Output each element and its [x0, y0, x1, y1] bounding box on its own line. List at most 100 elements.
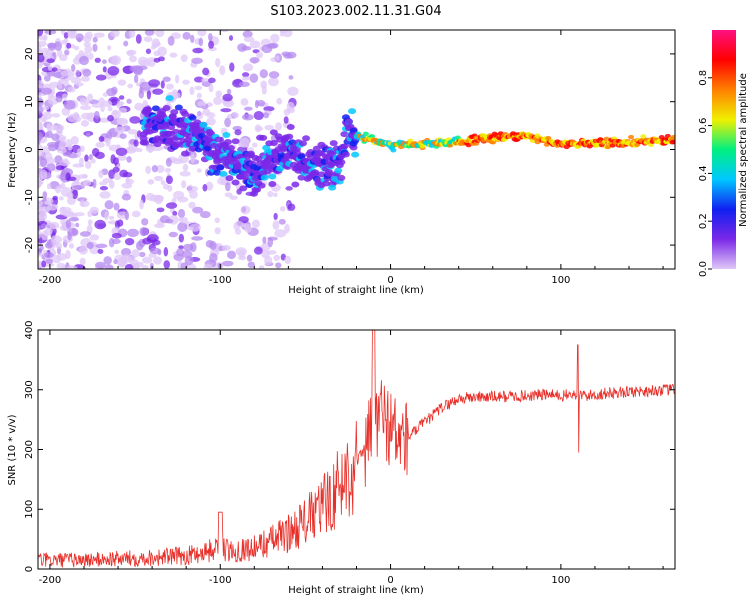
spectrogram-ridge-blob — [180, 150, 189, 157]
spectrogram-noise-blob — [255, 126, 264, 131]
spectrogram-ridge-blob — [340, 143, 349, 150]
spectrogram-noise-blob — [131, 210, 141, 218]
spectrogram-noise-blob — [85, 132, 91, 138]
spectrogram-noise-blob — [268, 71, 280, 79]
spectrogram-ridge-blob — [222, 131, 231, 138]
spectrogram-noise-blob — [228, 35, 234, 41]
spectrogram-noise-blob — [132, 65, 144, 74]
spectrogram-noise-blob — [55, 96, 63, 103]
spectrogram-noise-blob — [38, 225, 41, 232]
spectrogram-ridge-blob — [144, 106, 153, 113]
spectrogram-noise-blob — [59, 54, 68, 62]
spectrogram-noise-blob — [165, 83, 174, 90]
spectrogram-noise-blob — [115, 147, 128, 157]
spectrogram-noise-blob — [70, 44, 76, 49]
spectrogram-noise-blob — [80, 112, 93, 120]
spectrogram-noise-blob — [103, 256, 112, 265]
spectrogram-noise-blob — [116, 144, 121, 149]
spectrogram-noise-blob — [242, 30, 253, 38]
snr-x-tick-label: 100 — [551, 575, 570, 586]
spectrogram-noise-blob — [153, 175, 164, 182]
spectrogram-noise-blob — [136, 261, 144, 268]
spectrogram-noise-blob — [177, 222, 188, 232]
spectrogram-noise-blob — [215, 90, 223, 98]
spectrogram-noise-blob — [141, 256, 153, 264]
spectrogram-noise-blob — [124, 210, 129, 221]
colorbar-tick-label: 0.4 — [698, 165, 709, 181]
spectrogram-noise-blob — [208, 40, 214, 49]
spectrogram-ridge-blob — [348, 108, 357, 115]
spectrogram-noise-blob — [63, 99, 76, 110]
spectrogram-noise-blob — [38, 174, 44, 182]
spectrogram-noise-blob — [156, 164, 165, 174]
spectrogram-noise-blob — [75, 69, 81, 78]
spectrogram-ridge-blob — [334, 167, 343, 174]
spectrogram-noise-blob — [142, 100, 149, 109]
spectrogram-noise-blob — [99, 191, 111, 199]
spectrogram-noise-blob — [51, 133, 60, 141]
spectrogram-noise-blob — [80, 75, 90, 82]
spectrogram-noise-blob — [64, 211, 75, 217]
spectrogram-noise-blob — [274, 229, 287, 238]
spectrogram-ridge-blob — [246, 150, 255, 157]
spectrogram-ridge-blob — [269, 140, 278, 147]
spectrogram-ridge-blob — [225, 175, 234, 182]
spectrogram-noise-blob — [276, 97, 283, 105]
spectrogram-noise-blob — [256, 51, 264, 59]
spectrogram-noise-blob — [97, 248, 104, 255]
spectrogram-ridge-blob — [317, 171, 326, 178]
spectrogram-noise-blob — [231, 112, 240, 118]
spectrogram-noise-blob — [163, 260, 170, 269]
spectrogram-noise-blob — [147, 148, 153, 154]
spectrogram-noise-blob — [129, 55, 138, 63]
spectrogram-y-tick-label: 0 — [24, 146, 35, 152]
spectrogram-ridge-blob — [199, 121, 208, 128]
spectrogram-noise-blob — [67, 176, 77, 182]
spectrogram-noise-blob — [163, 247, 169, 257]
spectrogram-noise-blob — [205, 240, 214, 248]
spectrogram-noise-blob — [146, 90, 152, 100]
spectrogram-noise-blob — [48, 143, 57, 152]
spectrogram-noise-blob — [92, 36, 98, 43]
spectrogram-noise-blob — [38, 251, 43, 257]
spectrogram-noise-blob — [87, 52, 94, 60]
spectrogram-noise-blob — [284, 223, 290, 234]
spectrogram-noise-blob — [139, 226, 149, 237]
spectrogram-ridge-blob — [328, 184, 337, 191]
spectrogram-noise-blob — [229, 62, 235, 72]
spectrogram-noise-blob — [58, 196, 64, 201]
spectrogram-noise-blob — [60, 70, 72, 77]
spectrogram-ridge-blob — [226, 145, 235, 152]
spectrogram-ridge-blob — [239, 185, 248, 192]
spectrogram-noise-blob — [246, 254, 253, 262]
spectrogram-noise-blob — [85, 160, 92, 169]
spectrogram-noise-blob — [126, 156, 132, 163]
spectrogram-noise-blob — [38, 60, 43, 69]
spectrogram-noise-blob — [272, 220, 280, 230]
spectrogram-noise-blob — [249, 56, 260, 64]
spectrogram-noise-blob — [268, 77, 279, 87]
spectrogram-noise-blob — [38, 105, 44, 114]
spectrogram-noise-blob — [102, 100, 113, 108]
spectrogram-noise-blob — [42, 105, 50, 111]
spectrogram-noise-blob — [275, 262, 282, 269]
spectrogram-noise-blob — [135, 147, 143, 153]
spectrogram-noise-blob — [247, 261, 256, 269]
spectrogram-ridge-blob — [351, 151, 360, 158]
spectrogram-noise-blob — [249, 73, 259, 83]
snr-series-line — [38, 330, 675, 568]
spectrogram-noise-blob — [133, 74, 139, 84]
spectrogram-noise-blob — [206, 112, 216, 119]
spectrogram-noise-blob — [273, 212, 278, 221]
spectrogram-noise-blob — [44, 242, 53, 249]
spectrogram-noise-blob — [98, 117, 110, 123]
spectrogram-noise-blob — [91, 103, 103, 108]
spectrogram-noise-blob — [234, 221, 244, 226]
spectrogram-noise-blob — [80, 120, 90, 127]
spectrogram-noise-blob — [87, 219, 93, 226]
spectrogram-noise-blob — [70, 135, 79, 145]
spectrogram-noise-blob — [55, 165, 65, 171]
snr-y-tick-label: 0 — [24, 566, 35, 572]
spectrogram-noise-blob — [54, 185, 62, 194]
